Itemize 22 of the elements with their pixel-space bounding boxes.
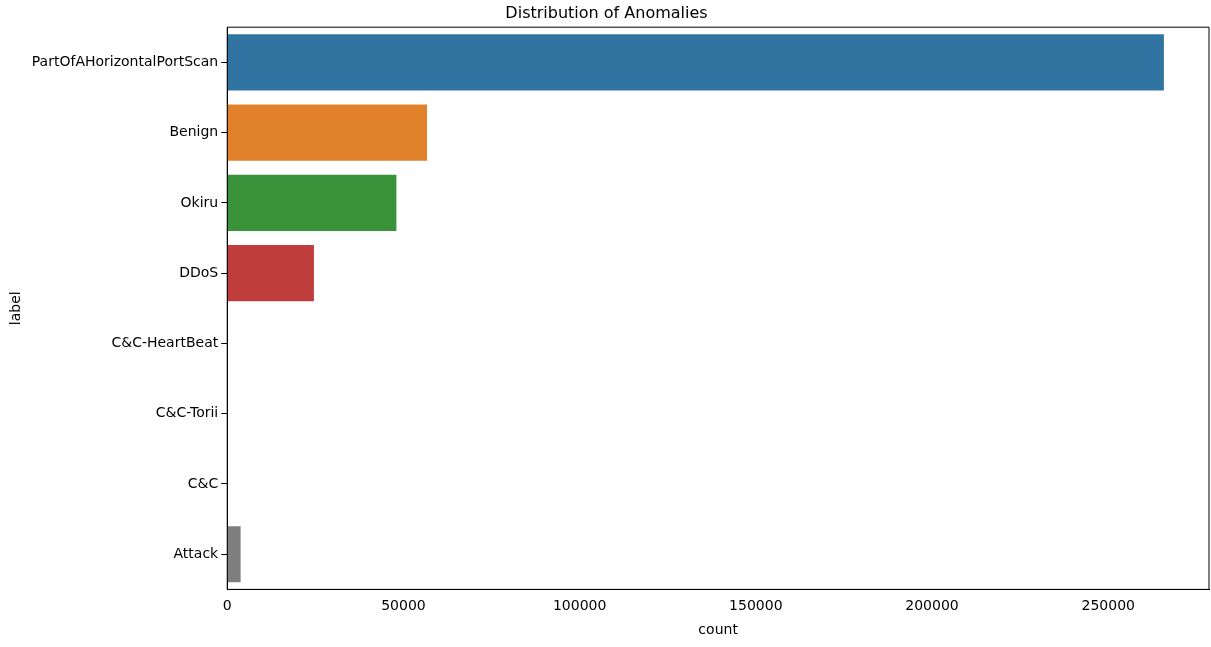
y-tick-label: C&C-Torii	[155, 404, 219, 421]
x-tick-label: 100000	[552, 597, 607, 614]
y-tick-label: DDoS	[179, 263, 219, 280]
y-axis-title: label	[7, 291, 24, 326]
x-tick-label: 0	[222, 597, 232, 614]
x-tick-label: 50000	[381, 597, 426, 614]
x-tick-label: 200000	[905, 597, 959, 614]
y-tick-label: C&C-HeartBeat	[111, 334, 219, 351]
bar	[227, 526, 241, 583]
y-tick-label: Benign	[169, 123, 219, 140]
bar	[227, 174, 397, 231]
bar	[227, 34, 1164, 91]
x-tick-label: 150000	[729, 597, 783, 614]
y-tick-label: C&C	[187, 474, 219, 491]
y-tick-label: PartOfAHorizontalPortScan	[31, 52, 219, 69]
chart-title: Distribution of Anomalies	[505, 2, 708, 22]
y-tick-label: Okiru	[180, 193, 219, 210]
x-axis-title: count	[698, 621, 739, 638]
bar	[227, 104, 428, 161]
y-tick-label: Attack	[173, 544, 220, 561]
x-tick-label: 250000	[1081, 597, 1135, 614]
bar	[227, 245, 314, 302]
